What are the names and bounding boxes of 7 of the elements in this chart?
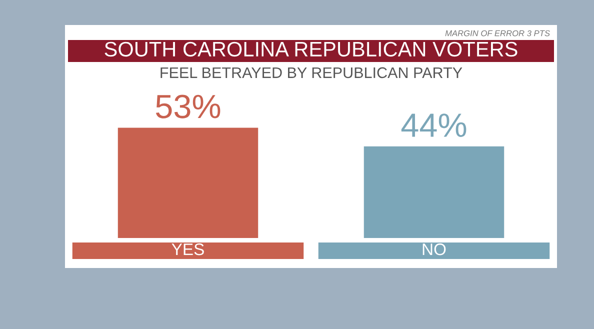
x-tick-label: YES (172, 243, 204, 256)
chart-subtitle: FEEL BETRAYED BY REPUBLICAN PARTY (160, 67, 462, 78)
chart-title: SOUTH CAROLINA REPUBLICAN VOTERS (104, 42, 518, 57)
data-label: 53% (156, 94, 220, 118)
x-tick-label: NO (422, 243, 446, 256)
text: MARGIN OF ERROR 3 PTS (445, 30, 550, 36)
data-label: 44% (401, 114, 466, 137)
